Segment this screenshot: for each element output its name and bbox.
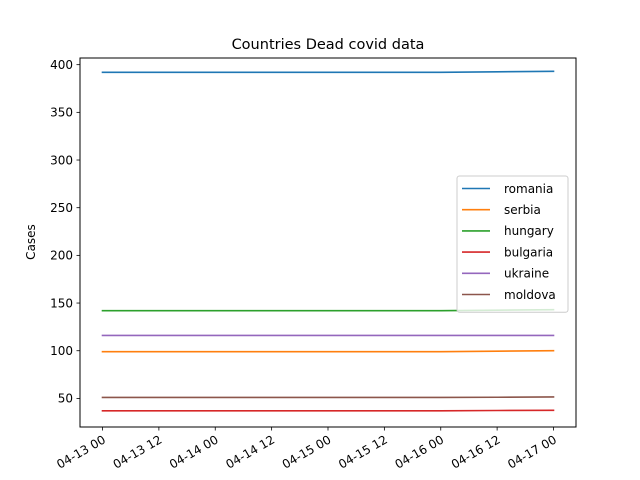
plot-frame [79,57,577,428]
legend-label-ukraine: ukraine [504,267,549,281]
y-tick-label: 400 [50,58,73,72]
y-tick-label: 300 [50,153,73,167]
chart-title: Countries Dead covid data [232,37,425,53]
y-tick-label: 200 [50,249,73,263]
legend: romania serbia hungary bulgaria ukraine moldo… [456,175,569,313]
y-tick-label: 250 [50,201,73,215]
series-line-serbia [101,349,555,353]
legend-label-hungary: hungary [504,224,554,238]
legend-label-serbia: serbia [504,203,541,217]
y-axis-label: Cases [24,224,38,260]
y-tick-label: 100 [50,344,73,358]
series-line-romania [101,70,555,74]
legend-label-romania: romania [504,182,553,196]
legend-label-bulgaria: bulgaria [504,245,553,259]
y-tick-label: 350 [50,106,73,120]
legend-label-moldova: moldova [504,288,556,302]
y-tick-label: 150 [50,296,73,310]
y-tick-label: 50 [58,392,73,406]
